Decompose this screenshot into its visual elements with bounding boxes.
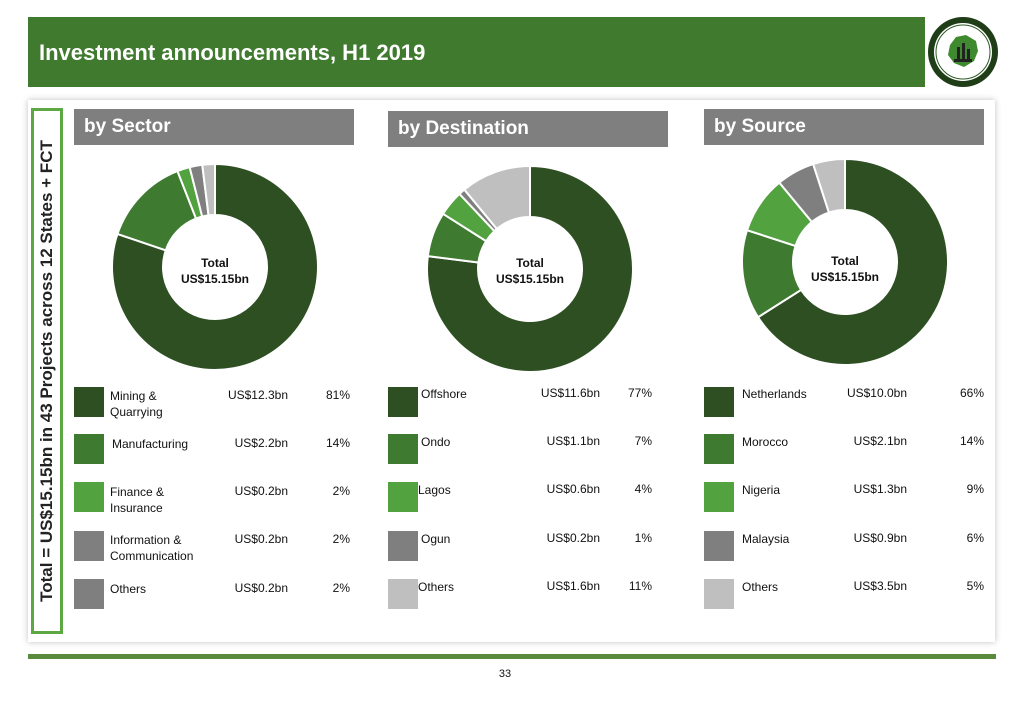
footer-divider	[28, 654, 996, 659]
destination-center-label: Total US$15.15bn	[470, 255, 590, 287]
legend-percent: 2%	[332, 532, 350, 546]
legend-label: Offshore	[421, 387, 467, 401]
side-label: Total = US$15.15bn in 43 Projects across…	[37, 140, 56, 602]
legend-value: US$0.2bn	[234, 484, 288, 498]
legend-label: Malaysia	[742, 532, 790, 546]
legend-percent: 2%	[332, 581, 350, 595]
legend-percent: 66%	[959, 386, 984, 400]
legend-label: Finance & Insurance	[110, 485, 165, 515]
legend-percent: 77%	[627, 386, 652, 400]
legend-label: Manufacturing	[112, 437, 189, 451]
legend-swatch	[704, 482, 734, 512]
legend-label: Others	[742, 580, 779, 594]
legend-label: Morocco	[742, 435, 789, 449]
donut-slice-5	[811, 157, 846, 214]
center-total-label: Total	[516, 256, 544, 270]
center-total-label: Total	[201, 256, 229, 270]
legend-label: Information & Communication	[110, 533, 194, 563]
donut-slice-5	[201, 162, 216, 217]
legend-value: US$0.2bn	[234, 581, 288, 595]
legend-label: Others	[110, 582, 147, 596]
legend-percent: 1%	[634, 531, 652, 545]
source-center-label: Total US$15.15bn	[785, 253, 905, 285]
legend-percent: 11%	[628, 579, 652, 593]
legend-value: US$1.6bn	[546, 579, 600, 593]
legend-swatch	[74, 434, 104, 464]
section-header-destination: by Destination	[388, 111, 668, 147]
page-title: Investment announcements, H1 2019	[39, 40, 426, 65]
legend-value: US$0.2bn	[546, 531, 600, 545]
legend-value: US$0.6bn	[546, 482, 600, 496]
source-donut-chart	[741, 157, 949, 366]
legend-value: US$12.3bn	[227, 388, 288, 402]
legend-label: Mining & Quarrying	[110, 389, 163, 419]
legend-value: US$2.2bn	[234, 436, 288, 450]
donut-slice-1	[756, 157, 949, 366]
legend-label: Lagos	[418, 483, 451, 497]
legend-label: Ondo	[421, 435, 451, 449]
legend-swatch	[388, 434, 418, 464]
page-number: 33	[498, 668, 512, 680]
legend-value: US$2.1bn	[853, 434, 907, 448]
legend-value: US$0.2bn	[234, 532, 288, 546]
legend-swatch	[74, 482, 104, 512]
section-header-source: by Source	[704, 109, 984, 145]
legend-percent: 4%	[634, 482, 652, 496]
center-total-value: US$15.15bn	[810, 270, 880, 284]
legend-swatch	[704, 387, 734, 417]
legend-value: US$0.9bn	[853, 531, 907, 545]
legend-value: US$1.3bn	[853, 482, 907, 496]
sector-center-label: Total US$15.15bn	[155, 255, 275, 287]
legend-swatch	[74, 531, 104, 561]
center-total-label: Total	[831, 254, 859, 268]
legend-percent: 6%	[966, 531, 984, 545]
destination-donut-chart	[426, 164, 634, 373]
legend-swatch	[74, 579, 104, 609]
title-bar: Investment announcements, H1 2019	[28, 17, 925, 87]
donut-slice-5	[462, 164, 531, 231]
legend-percent: 2%	[332, 484, 350, 498]
donut-slice-1	[426, 164, 634, 373]
legend-percent: 7%	[634, 434, 652, 448]
sector-donut-chart	[111, 162, 319, 371]
legend-value: US$3.5bn	[853, 579, 907, 593]
nipc-seal-icon	[926, 15, 1000, 89]
legend-label: Others	[418, 580, 455, 594]
center-total-value: US$15.15bn	[495, 272, 565, 286]
legend-swatch	[704, 531, 734, 561]
legend-swatch	[388, 482, 418, 512]
legend-swatch	[388, 579, 418, 609]
legend-value: US$1.1bn	[546, 434, 600, 448]
legend-swatch	[704, 434, 734, 464]
legend-label: Nigeria	[742, 483, 781, 497]
legend-percent: 81%	[325, 388, 350, 402]
legend-label: Netherlands	[742, 387, 807, 401]
legend-percent: 5%	[966, 579, 984, 593]
legend-label: Ogun	[421, 532, 451, 546]
side-label-box	[31, 108, 63, 634]
legend-value: US$10.0bn	[846, 386, 907, 400]
legend-swatch	[74, 387, 104, 417]
donut-slice-1	[111, 162, 319, 371]
legend-value: US$11.6bn	[540, 386, 600, 400]
legend-swatch	[704, 579, 734, 609]
legend-swatch	[388, 387, 418, 417]
center-total-value: US$15.15bn	[180, 272, 250, 286]
legend-percent: 14%	[959, 434, 984, 448]
section-header-sector: by Sector	[74, 109, 354, 145]
legend-percent: 9%	[966, 482, 984, 496]
legend-swatch	[388, 531, 418, 561]
legend-percent: 14%	[325, 436, 350, 450]
